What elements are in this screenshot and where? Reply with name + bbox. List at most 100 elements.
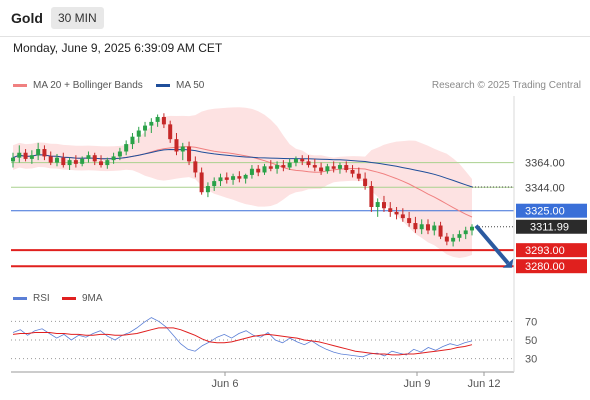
candle-body	[432, 225, 437, 231]
candle-body	[444, 236, 449, 242]
candle-body	[124, 144, 129, 152]
candle-body	[92, 155, 97, 162]
candle-body	[281, 165, 286, 168]
candle-body	[111, 156, 116, 161]
candle-body	[48, 156, 53, 163]
rsi-ma-swatch	[62, 297, 76, 300]
candle-body	[344, 165, 349, 170]
candle-body	[29, 155, 34, 159]
rsi-series-9MA	[12, 327, 473, 356]
candle-body	[293, 158, 298, 163]
candle-body	[337, 165, 342, 169]
candle-body	[356, 173, 361, 179]
forecast-arrow-head	[502, 258, 514, 268]
candle-body	[425, 224, 430, 231]
candle-body	[212, 181, 217, 187]
candle-body	[149, 121, 154, 126]
legend-ma20: MA 20 + Bollinger Bands	[13, 80, 143, 91]
candle-body	[80, 158, 85, 164]
level-tag-3293.00: 3293.00	[525, 245, 565, 257]
x-tick-label: Jun 9	[404, 378, 431, 390]
candle-body	[143, 125, 148, 131]
level-tag-bg-3325.00	[516, 203, 587, 218]
symbol-title: Gold	[11, 10, 43, 26]
candle-body	[262, 166, 267, 173]
candle-body	[55, 157, 60, 163]
candle-body	[36, 149, 41, 156]
level-tag-3364.00: 3364.00	[525, 158, 565, 170]
candle-body	[350, 170, 355, 174]
candle-body	[168, 124, 173, 140]
candle-body	[275, 165, 280, 169]
candle-body	[306, 161, 311, 166]
rsi-tick-50: 50	[525, 335, 537, 347]
candle-body	[369, 186, 374, 207]
candle-body	[438, 225, 443, 237]
candle-body	[249, 168, 254, 175]
forecast-arrow-shaft	[474, 224, 510, 265]
candle-body	[174, 139, 179, 152]
header-bar: Gold 30 MIN	[0, 0, 590, 37]
candle-body	[300, 158, 305, 162]
candle-body	[237, 176, 242, 179]
candle-body	[400, 214, 405, 219]
legend-rsi-label: RSI	[33, 293, 50, 304]
candle-body	[363, 178, 368, 187]
current-price-tag-bg	[516, 219, 587, 234]
x-tick-label: Jun 6	[212, 378, 239, 390]
bollinger-band	[13, 107, 472, 258]
candle-body	[61, 157, 66, 166]
legend-rsi: RSI	[13, 293, 50, 304]
candle-body	[187, 146, 192, 162]
candle-body	[457, 234, 462, 238]
x-tick-label: Jun 12	[467, 378, 500, 390]
candle-body	[205, 186, 210, 193]
candle-body	[105, 160, 110, 166]
legend-ma50-label: MA 50	[176, 80, 205, 91]
candle-body	[451, 237, 456, 242]
candle-body	[155, 116, 160, 122]
candle-body	[193, 161, 198, 173]
candle-body	[161, 116, 166, 125]
candle-body	[73, 160, 78, 164]
candle-body	[381, 202, 386, 209]
level-tag-3280.00: 3280.00	[525, 261, 565, 273]
candle-body	[117, 151, 122, 157]
candle-body	[407, 218, 412, 224]
rsi-tick-30: 30	[525, 354, 537, 366]
ma50-swatch	[156, 84, 170, 87]
candle-body	[130, 136, 135, 145]
candle-body	[199, 172, 204, 193]
candle-body	[256, 168, 261, 173]
candle-body	[99, 161, 104, 166]
candle-body	[136, 130, 141, 137]
legend-rsi-ma-label: 9MA	[82, 293, 103, 304]
candle-body	[470, 226, 474, 231]
legend-rsi-ma: 9MA	[62, 293, 103, 304]
candle-body	[218, 177, 223, 182]
candle-body	[243, 174, 248, 179]
rsi-swatch	[13, 297, 27, 300]
candle-body	[42, 149, 47, 157]
candle-body	[375, 202, 380, 207]
level-tag-3344.00: 3344.00	[525, 182, 565, 194]
timeframe-button[interactable]: 30 MIN	[51, 7, 104, 29]
candle-body	[224, 177, 229, 180]
current-price-tag: 3311.99	[530, 222, 569, 234]
candle-body	[325, 166, 330, 172]
legend-ma20-label: MA 20 + Bollinger Bands	[33, 80, 143, 91]
level-tag-bg-3293.00	[516, 243, 587, 258]
rsi-tick-70: 70	[525, 316, 537, 328]
candle-body	[231, 176, 236, 180]
candle-body	[463, 230, 468, 235]
candle-body	[388, 208, 393, 212]
candle-body	[312, 165, 317, 168]
candle-body	[413, 223, 418, 230]
timestamp: Monday, June 9, 2025 6:39:09 AM CET	[13, 41, 223, 55]
candle-body	[268, 166, 273, 169]
candle-body	[331, 166, 336, 169]
legend-ma50: MA 50	[156, 80, 204, 91]
candle-body	[394, 211, 399, 215]
candle-body	[23, 152, 28, 159]
